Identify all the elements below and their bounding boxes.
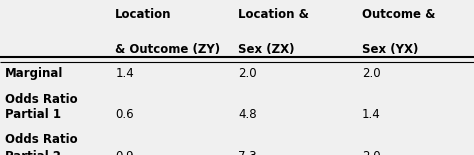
Text: 0.9: 0.9 bbox=[115, 150, 134, 155]
Text: Location &: Location & bbox=[238, 8, 310, 21]
Text: 0.6: 0.6 bbox=[115, 108, 134, 122]
Text: Location: Location bbox=[115, 8, 172, 21]
Text: 1.4: 1.4 bbox=[115, 67, 134, 80]
Text: Partial 2: Partial 2 bbox=[5, 150, 61, 155]
Text: Odds Ratio: Odds Ratio bbox=[5, 133, 77, 146]
Text: 1.4: 1.4 bbox=[362, 108, 381, 122]
Text: 2.0: 2.0 bbox=[362, 150, 380, 155]
Text: Sex (ZX): Sex (ZX) bbox=[238, 43, 295, 56]
Text: Partial 1: Partial 1 bbox=[5, 108, 61, 122]
Text: Sex (YX): Sex (YX) bbox=[362, 43, 418, 56]
Text: 7.3: 7.3 bbox=[238, 150, 257, 155]
Text: Outcome &: Outcome & bbox=[362, 8, 435, 21]
Text: Marginal: Marginal bbox=[5, 67, 63, 80]
Text: & Outcome (ZY): & Outcome (ZY) bbox=[115, 43, 220, 56]
Text: Odds Ratio: Odds Ratio bbox=[5, 93, 77, 106]
Text: 2.0: 2.0 bbox=[238, 67, 257, 80]
Text: 4.8: 4.8 bbox=[238, 108, 257, 122]
Text: 2.0: 2.0 bbox=[362, 67, 380, 80]
